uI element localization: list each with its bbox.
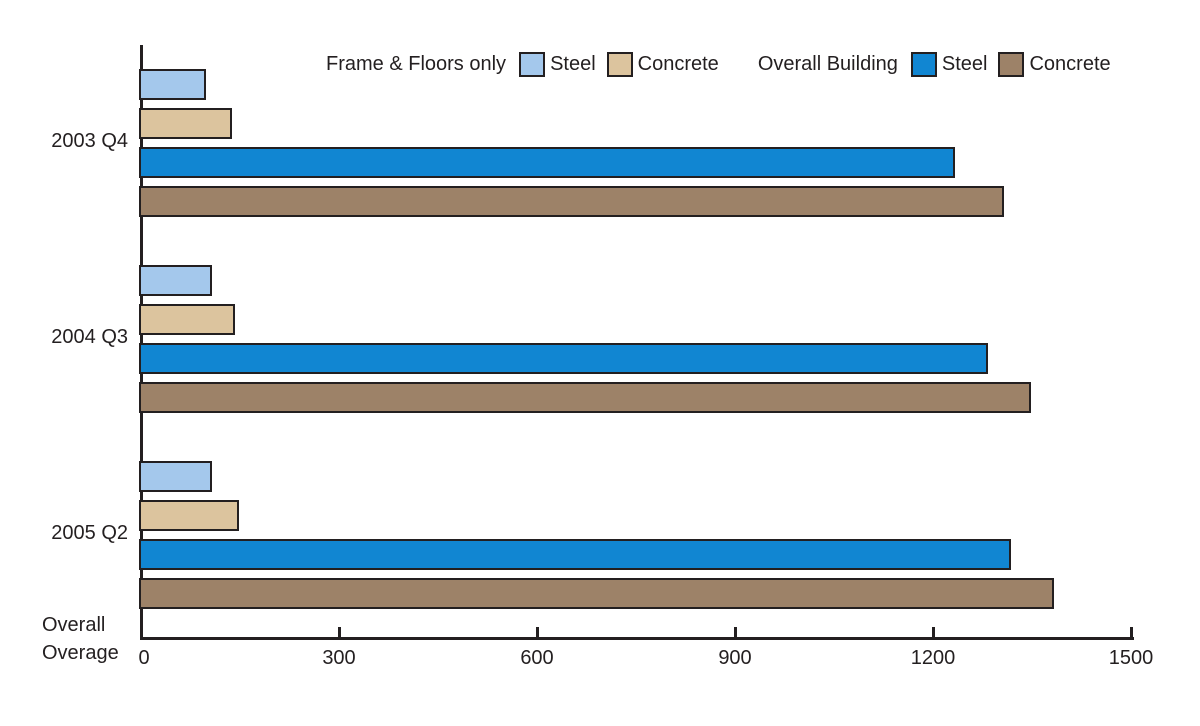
bar-frame-floors-only-steel <box>139 265 213 296</box>
legend-entry: Steel <box>910 52 988 77</box>
legend-entry: Concrete <box>606 52 719 77</box>
x-axis-tick <box>535 627 539 637</box>
legend-swatch-steel <box>519 52 546 77</box>
category-label: 2003 Q4 <box>51 130 128 152</box>
legend-group-label: Frame & Floors only <box>326 53 507 75</box>
legend-entry: Concrete <box>998 52 1111 77</box>
bar-overall-building-steel <box>139 147 955 178</box>
legend-swatch-steel <box>910 52 937 77</box>
category-label: 2004 Q3 <box>51 326 128 348</box>
legend-group: Overall Building Steel Concrete <box>758 52 1122 77</box>
bar-overall-building-concrete <box>139 578 1054 609</box>
legend-entry-label: Steel <box>941 53 988 75</box>
x-tick-label: 0 <box>138 647 150 669</box>
bar-overall-building-concrete <box>139 382 1031 413</box>
legend-swatch-concrete <box>998 52 1025 77</box>
category-label: 2005 Q2 <box>51 522 128 544</box>
legend-group-label: Overall Building <box>757 53 898 75</box>
legend-entry: Steel <box>519 52 596 77</box>
legend-entry-label: Steel <box>550 53 596 75</box>
x-axis-tick <box>733 627 737 637</box>
bar-overall-building-steel <box>139 343 988 374</box>
bar-frame-floors-only-concrete <box>139 108 233 139</box>
x-axis-tick <box>337 627 341 637</box>
chart-legend: Frame & Floors only Steel Concrete Overall … <box>326 52 1122 77</box>
x-axis-title: Overall Overage <box>42 614 119 664</box>
y-axis-line <box>140 45 143 640</box>
bar-frame-floors-only-steel <box>139 461 213 492</box>
legend-group: Frame & Floors only Steel Concrete <box>326 52 730 77</box>
legend-entry-label: Concrete <box>1029 53 1111 75</box>
x-axis-tick <box>1129 627 1133 637</box>
bar-frame-floors-only-concrete <box>139 304 236 335</box>
legend-entry-label: Concrete <box>637 53 719 75</box>
x-axis-tick <box>931 627 935 637</box>
x-tick-label: 600 <box>520 647 554 669</box>
bar-frame-floors-only-steel <box>139 69 206 100</box>
x-axis-line <box>140 637 1134 640</box>
bar-overall-building-concrete <box>139 186 1005 217</box>
legend-swatch-concrete <box>606 52 633 77</box>
x-tick-label: 1500 <box>1108 647 1154 669</box>
bar-overall-building-steel <box>139 539 1011 570</box>
bar-frame-floors-only-concrete <box>139 500 239 531</box>
x-tick-label: 900 <box>718 647 752 669</box>
x-tick-label: 300 <box>322 647 356 669</box>
x-tick-label: 1200 <box>910 647 956 669</box>
